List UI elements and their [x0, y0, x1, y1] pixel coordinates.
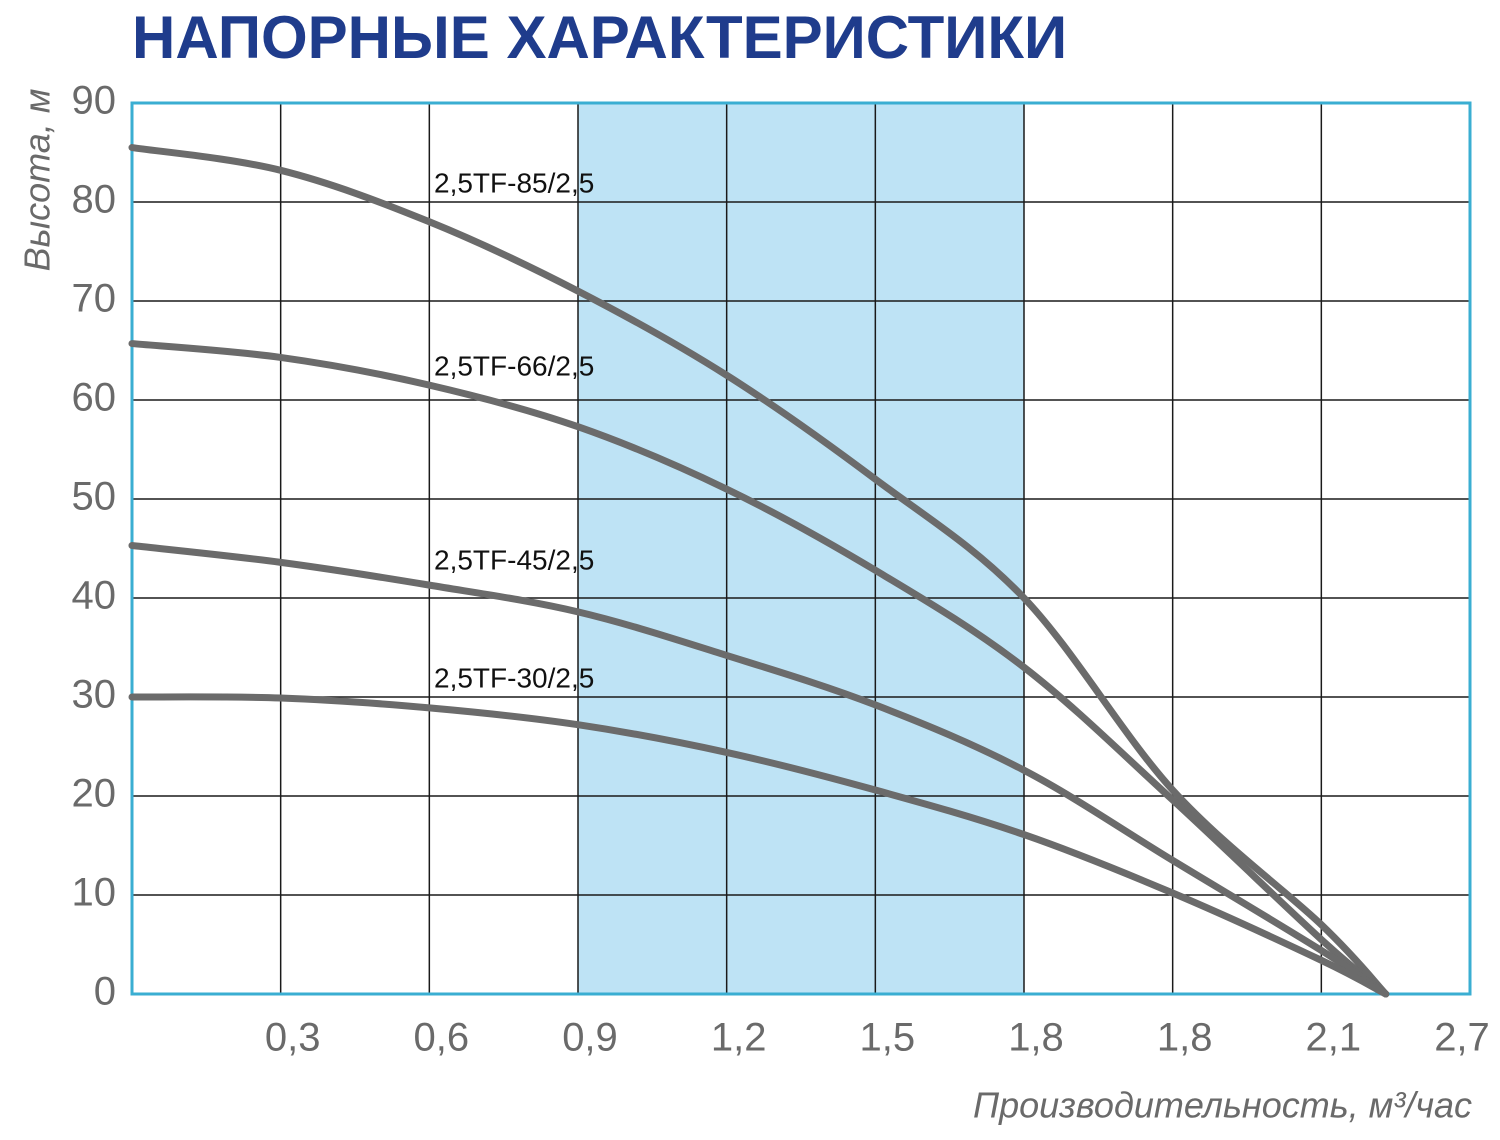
- x-tick-label: 1,8: [1008, 1016, 1064, 1060]
- x-tick-label: 2,7: [1434, 1016, 1490, 1060]
- y-tick-label: 10: [72, 871, 117, 915]
- series-label: 2,5TF-30/2,5: [434, 662, 594, 693]
- shaded-range: [578, 103, 1024, 994]
- series-label: 2,5TF-45/2,5: [434, 544, 594, 575]
- chart-title: НАПОРНЫЕ ХАРАКТЕРИСТИКИ: [132, 4, 1067, 71]
- y-tick-label: 60: [72, 376, 117, 420]
- x-tick-label: 1,2: [711, 1016, 767, 1060]
- y-tick-label: 70: [72, 277, 117, 321]
- series-line: [128, 693, 1390, 998]
- y-tick-label: 40: [72, 574, 117, 618]
- series-label: 2,5TF-85/2,5: [434, 167, 594, 198]
- x-axis-label: Производительность, м³/час: [973, 1085, 1472, 1126]
- x-tick-label: 0,3: [265, 1016, 321, 1060]
- x-tick-label: 2,1: [1306, 1016, 1362, 1060]
- x-tick-label: 1,8: [1157, 1016, 1213, 1060]
- y-tick-label: 30: [72, 673, 117, 717]
- x-tick-label: 0,6: [414, 1016, 470, 1060]
- series-line: [128, 542, 1390, 998]
- y-tick-label: 90: [72, 79, 117, 123]
- y-axis-label: Высота, м: [17, 89, 58, 272]
- series-label: 2,5TF-66/2,5: [434, 350, 594, 381]
- x-tick-label: 0,9: [562, 1016, 618, 1060]
- y-tick-label: 0: [94, 970, 116, 1014]
- y-tick-label: 50: [72, 475, 117, 519]
- y-tick-label: 80: [72, 178, 117, 222]
- series-line: [128, 340, 1390, 998]
- x-tick-label: 1,5: [860, 1016, 916, 1060]
- series-line: [128, 144, 1390, 998]
- y-tick-label: 20: [72, 772, 117, 816]
